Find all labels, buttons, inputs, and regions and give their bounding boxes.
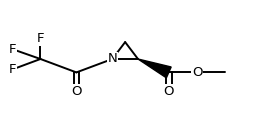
Text: N: N	[107, 53, 117, 65]
Text: O: O	[164, 85, 174, 98]
Polygon shape	[138, 59, 171, 78]
Text: O: O	[71, 85, 82, 98]
Text: F: F	[9, 63, 16, 76]
Text: F: F	[9, 43, 16, 56]
Text: O: O	[192, 66, 202, 79]
Text: F: F	[37, 32, 44, 45]
